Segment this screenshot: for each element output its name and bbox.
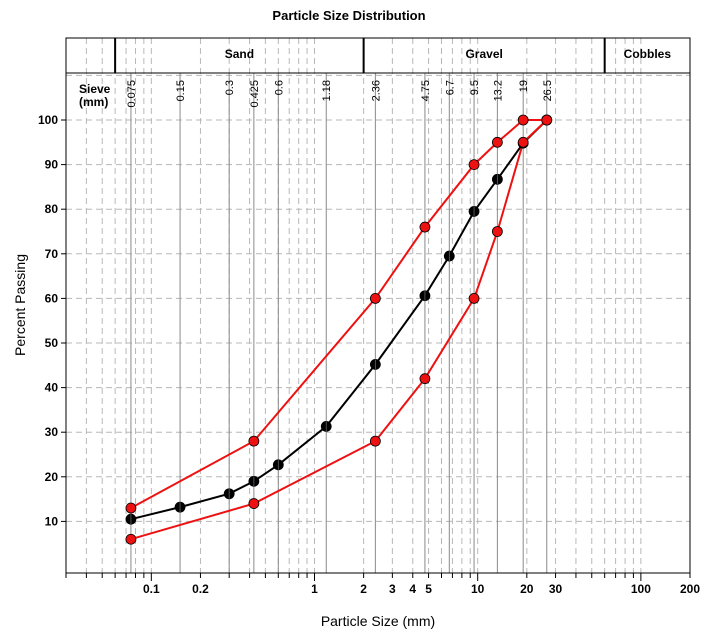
zone-label: Cobbles [624, 47, 672, 61]
data-point [125, 533, 137, 545]
y-tick-label: 100 [38, 113, 58, 127]
axes: 10 20 30 40 50 60 70 80 90 100 0.1 0.2 1 2 3 4 5 10 20 30 10… [38, 37, 700, 596]
x-tick-label: 1 [311, 582, 318, 596]
sieve-label: 0.3 [224, 80, 236, 95]
x-tick-label: 4 [409, 582, 416, 596]
x-tick-label: 20 [520, 582, 534, 596]
zone-label: Sand [225, 47, 254, 61]
sieve-label: 0.15 [175, 80, 187, 101]
y-axis-label: Percent Passing [12, 254, 28, 356]
y-tick-label: 70 [45, 247, 59, 261]
sieve-label: 2.36 [370, 80, 382, 101]
x-tick-label: 100 [631, 582, 651, 596]
data-point [468, 159, 480, 171]
sieve-label: 6.7 [444, 80, 456, 95]
y-tick-label: 90 [45, 158, 59, 172]
y-tick-label: 40 [45, 381, 59, 395]
data-point [517, 114, 529, 126]
data-point [541, 114, 553, 126]
x-tick-label: 2 [360, 582, 367, 596]
series-layer [125, 114, 553, 545]
data-point [369, 292, 381, 304]
data-point [369, 435, 381, 447]
data-point [248, 498, 260, 509]
sieve-header-unit: (mm) [79, 95, 108, 109]
sieve-header: Sieve [79, 82, 111, 96]
series-line [130, 119, 548, 541]
sieve-label: 19 [518, 80, 530, 92]
x-tick-label: 5 [425, 582, 432, 596]
x-axis-label: Particle Size (mm) [321, 613, 435, 629]
y-tick-label: 20 [45, 470, 59, 484]
sieve-label: 26.5 [542, 80, 554, 101]
y-tick-label: 30 [45, 425, 59, 439]
data-point [248, 435, 260, 447]
plot-frame [65, 37, 691, 574]
x-tick-label: 0.1 [143, 582, 160, 596]
x-tick-label: 3 [389, 582, 396, 596]
sieve-label: 4.75 [420, 80, 432, 101]
y-tick-label: 80 [45, 202, 59, 216]
soil-zone-header: Sand Gravel Cobbles [66, 38, 690, 74]
y-tick-label: 10 [45, 514, 59, 528]
chart-title: Particle Size Distribution [272, 8, 425, 23]
data-point [491, 136, 503, 148]
data-point [419, 221, 431, 233]
data-point [517, 136, 529, 148]
x-tick-label: 10 [471, 582, 485, 596]
sieve-label: 0.6 [273, 80, 285, 95]
y-tick-label: 60 [45, 291, 59, 305]
data-point [491, 226, 503, 237]
x-tick-label: 30 [549, 582, 563, 596]
data-point [419, 373, 431, 385]
y-tick-label: 50 [45, 336, 59, 350]
data-point [468, 292, 480, 304]
sieve-label: 1.18 [321, 80, 333, 101]
sieve-label: 9.5 [469, 80, 481, 95]
sieve-lines: 0.075 0.15 0.3 0.425 0.6 1.18 2.36 4.75 6.7 9.5 13… [79, 73, 554, 573]
sieve-label: 0.425 [249, 80, 261, 108]
x-tick-label: 200 [680, 582, 700, 596]
sieve-label: 13.2 [492, 80, 504, 101]
zone-label: Gravel [465, 47, 502, 61]
series-line [130, 119, 547, 509]
data-point [125, 502, 137, 514]
sieve-label: 0.075 [126, 80, 138, 108]
x-tick-label: 0.2 [192, 582, 209, 596]
